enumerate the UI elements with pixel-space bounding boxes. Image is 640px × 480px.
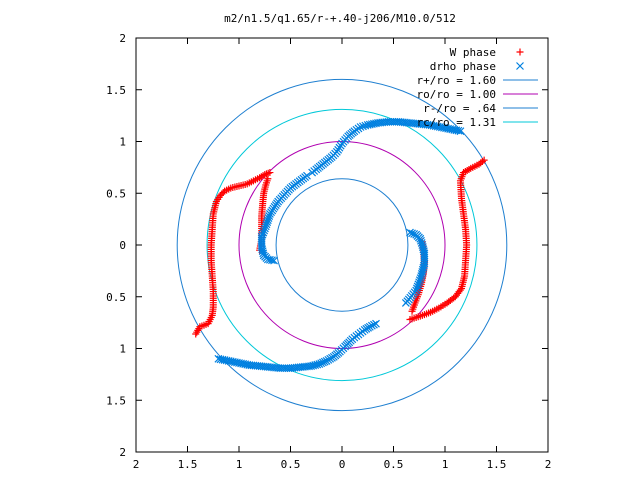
x-tick-label: 2	[133, 458, 140, 471]
y-tick-label: 2	[119, 446, 126, 459]
circle-3	[206, 108, 478, 382]
y-tick-label: 1	[119, 343, 126, 356]
y-tick-label: 0.5	[106, 187, 126, 200]
point-1-1-12	[415, 276, 424, 285]
x-tick-label: 1.5	[178, 458, 198, 471]
point-1-1-9	[413, 282, 422, 291]
x-tick-label: 1	[236, 458, 243, 471]
point-1-1-8	[412, 284, 421, 293]
x-tick-label: 1	[442, 458, 449, 471]
reference-circles	[176, 78, 508, 412]
data-series	[192, 117, 488, 373]
x-tick-label: 1.5	[487, 458, 507, 471]
point-1-3-31	[261, 224, 269, 233]
y-tick-label: 2	[119, 32, 126, 45]
point-1-1-37	[408, 229, 416, 238]
point-1-2-45	[363, 121, 372, 129]
point-1-1-7	[412, 286, 421, 295]
y-tick-label: 1.5	[106, 394, 126, 407]
point-0-2-2	[477, 159, 485, 167]
point-1-0-80	[370, 320, 378, 329]
legend-marker	[516, 62, 524, 70]
legend-label: r+/ro = 1.60	[417, 74, 496, 87]
point-0-2-92	[406, 316, 414, 324]
point-1-1-38	[406, 228, 414, 237]
series-1	[214, 117, 465, 373]
legend-label: drho phase	[430, 60, 496, 73]
point-1-0-79	[367, 321, 376, 330]
point-0-2-73	[445, 298, 453, 306]
legend-marker	[516, 48, 524, 56]
legend-label: W phase	[450, 46, 496, 59]
point-0-0-90	[261, 171, 269, 179]
point-0-0-93	[266, 169, 274, 177]
legend-label: rc/ro = 1.31	[417, 116, 496, 129]
circle-2	[275, 178, 409, 312]
chart-title: m2/n1.5/q1.65/r-+.40-j206/M10.0/512	[224, 12, 456, 25]
legend-label: ro/ro = 1.00	[417, 88, 496, 101]
y-tick-label: 1.5	[106, 84, 126, 97]
point-1-1-11	[415, 278, 424, 287]
series-0	[192, 156, 488, 338]
circle-0	[176, 78, 508, 412]
point-1-0-81	[372, 319, 380, 328]
x-tick-label: 0.5	[384, 458, 404, 471]
point-1-2-77	[308, 168, 317, 177]
x-tick-label: 0.5	[281, 458, 301, 471]
y-tick-label: 0	[119, 239, 126, 252]
point-1-3-49	[268, 256, 276, 265]
circle-1	[238, 141, 446, 349]
point-1-3-32	[260, 226, 269, 235]
y-tick-label: 0.5	[106, 291, 126, 304]
x-tick-label: 2	[545, 458, 552, 471]
point-1-3-29	[262, 220, 271, 229]
axis-ticks: 2 1.5 1 0.5 0 0.5 1 1.5 221.510.500.511.52	[106, 32, 551, 471]
point-1-2-44	[365, 120, 374, 129]
legend-label: r-/ro = .64	[423, 102, 496, 115]
point-1-2-47	[359, 122, 367, 131]
point-1-3-30	[261, 222, 270, 231]
point-0-0-91	[262, 170, 270, 178]
point-1-2-46	[361, 121, 370, 130]
point-1-3-50	[270, 256, 278, 265]
point-0-0-89	[259, 172, 267, 180]
y-tick-label: 1	[119, 136, 126, 149]
point-1-3-33	[259, 228, 268, 237]
point-1-0-78	[365, 322, 374, 331]
x-tick-label: 0	[339, 458, 346, 471]
point-1-1-10	[414, 280, 423, 289]
